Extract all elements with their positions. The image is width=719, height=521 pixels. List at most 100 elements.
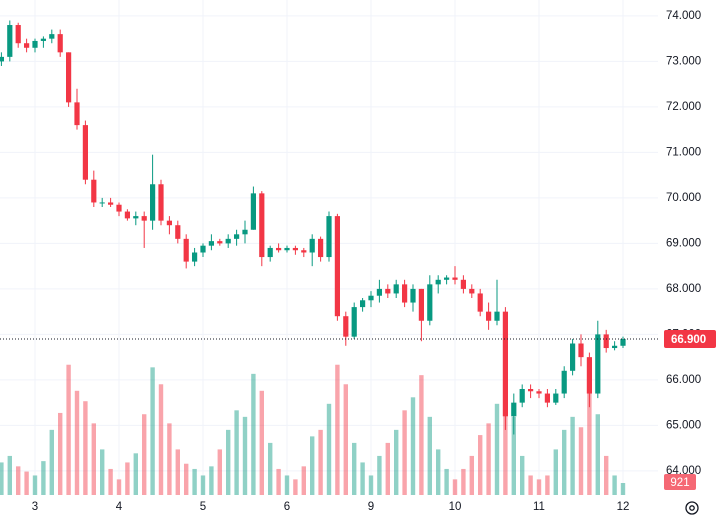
x-tick-label: 9 bbox=[368, 501, 374, 513]
x-tick-label: 3 bbox=[32, 501, 38, 513]
candle-body bbox=[7, 25, 13, 57]
volume-bar bbox=[209, 466, 214, 495]
volume-bar bbox=[83, 401, 88, 495]
volume-bar bbox=[427, 416, 432, 495]
y-tick-label: 74.000 bbox=[666, 10, 701, 22]
volume-bar bbox=[452, 479, 458, 495]
candle-body bbox=[553, 393, 559, 403]
volume-bar bbox=[570, 416, 575, 495]
volume-bar bbox=[587, 372, 592, 495]
volume-bar bbox=[326, 403, 332, 495]
candle-body bbox=[234, 234, 240, 239]
y-tick-label: 72.000 bbox=[666, 101, 701, 113]
y-tick-label: 68.000 bbox=[666, 283, 701, 295]
candle-body bbox=[292, 247, 298, 251]
volume-bar bbox=[276, 468, 281, 495]
volume-bar bbox=[41, 461, 46, 495]
volume-bar bbox=[310, 436, 315, 495]
candle-body bbox=[427, 284, 433, 321]
last-price-badge bbox=[664, 329, 716, 348]
volume-bar bbox=[511, 416, 516, 495]
y-tick-label: 65.000 bbox=[666, 419, 701, 431]
candle-body bbox=[544, 393, 550, 403]
candle-body bbox=[612, 345, 618, 349]
candle-body bbox=[402, 284, 408, 303]
candle-body bbox=[561, 370, 567, 394]
candle-body bbox=[158, 184, 164, 221]
candle-body bbox=[217, 241, 223, 244]
volume-bar bbox=[242, 416, 248, 495]
volume-bar bbox=[553, 449, 558, 495]
volume-layer bbox=[0, 364, 626, 495]
settings-icon-center bbox=[689, 505, 695, 511]
volume-bar bbox=[368, 475, 374, 495]
candle-body bbox=[334, 216, 340, 317]
volume-bar bbox=[24, 471, 29, 495]
x-tick-label: 5 bbox=[200, 501, 206, 513]
volume-bar bbox=[284, 475, 290, 495]
candle-body bbox=[502, 311, 508, 417]
candle-body bbox=[267, 247, 273, 258]
volume-bar bbox=[175, 449, 180, 495]
volume-bar bbox=[91, 423, 96, 495]
volume-bar bbox=[503, 367, 508, 495]
candle-body bbox=[586, 357, 592, 394]
volume-bar bbox=[410, 397, 416, 495]
candle-body bbox=[99, 202, 105, 204]
candle-body bbox=[477, 293, 483, 312]
volume-bar bbox=[335, 364, 340, 495]
volume-bar bbox=[419, 375, 424, 495]
volume-bar bbox=[394, 429, 399, 495]
candle-body bbox=[376, 288, 382, 296]
volume-bar bbox=[58, 412, 63, 495]
volume-bar bbox=[612, 475, 617, 495]
candle-body bbox=[351, 307, 357, 337]
candle-body bbox=[225, 238, 231, 244]
candle-body bbox=[343, 316, 349, 337]
candle-body bbox=[620, 338, 626, 346]
volume-bar bbox=[486, 423, 491, 495]
candle-body bbox=[511, 402, 517, 417]
volume-bar bbox=[461, 468, 466, 495]
settings-button[interactable] bbox=[685, 501, 699, 515]
volume-bar bbox=[436, 449, 441, 495]
volume-bar bbox=[578, 427, 584, 495]
candle-body bbox=[192, 252, 198, 262]
candle-body bbox=[82, 125, 88, 180]
candle-body bbox=[486, 311, 492, 321]
last-volume-label: 921 bbox=[670, 477, 689, 489]
candle-body bbox=[301, 250, 307, 253]
volume-bar bbox=[125, 462, 130, 495]
candle-body bbox=[183, 238, 189, 262]
candle-body bbox=[242, 229, 248, 235]
volume-bar bbox=[293, 479, 298, 495]
y-tick-label: 66.000 bbox=[666, 374, 701, 386]
volume-bar bbox=[234, 410, 239, 495]
volume-bar bbox=[377, 455, 382, 495]
candle-body bbox=[452, 277, 458, 280]
volume-bar bbox=[444, 468, 449, 495]
candle-body bbox=[368, 295, 374, 301]
candle-body bbox=[250, 193, 256, 230]
volume-bar bbox=[0, 462, 4, 495]
candle-body bbox=[141, 216, 147, 221]
volume-bar bbox=[259, 390, 264, 495]
candle-body bbox=[259, 193, 265, 258]
x-tick-label: 4 bbox=[116, 501, 123, 513]
candle-body bbox=[360, 300, 366, 308]
candle-body bbox=[124, 211, 130, 219]
candle-body bbox=[460, 279, 466, 289]
volume-bar bbox=[74, 390, 80, 495]
candle-body bbox=[66, 52, 72, 103]
candle-body bbox=[570, 343, 576, 371]
candle-body bbox=[578, 343, 584, 358]
y-tick-label: 64.000 bbox=[666, 465, 701, 477]
candle-body bbox=[595, 334, 601, 394]
candle-body bbox=[603, 334, 609, 349]
volume-bar bbox=[595, 414, 600, 495]
candle-body bbox=[519, 388, 525, 403]
candle-body bbox=[74, 102, 80, 126]
candle-body bbox=[32, 40, 38, 48]
candle-body bbox=[410, 288, 416, 303]
